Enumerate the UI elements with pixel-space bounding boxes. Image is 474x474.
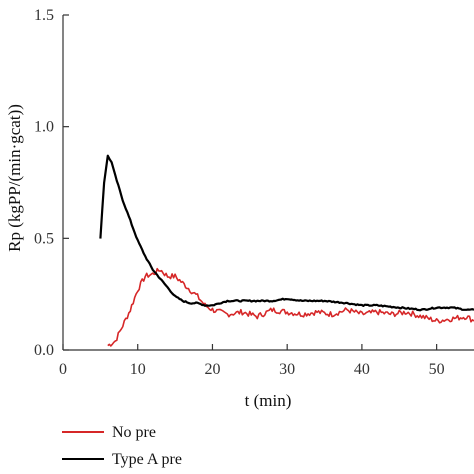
y-tick-label: 1.5 <box>34 7 54 24</box>
legend-label: Type A pre <box>112 451 182 468</box>
plot-frame <box>62 15 474 351</box>
legend: No pre Type A pre <box>62 424 182 468</box>
series-layer <box>99 154 474 347</box>
x-tick-label: 20 <box>204 361 220 378</box>
y-axis-title: Rp (kgPP/(min·gcat)) <box>5 104 24 252</box>
series-line-type-a-pre <box>99 154 474 312</box>
y-axis-ticks: 0.0 0.5 1.0 1.5 <box>34 7 69 359</box>
x-tick-label: 10 <box>130 361 146 378</box>
series-line-no-pre <box>107 267 474 347</box>
x-axis-ticks: 0 10 20 30 40 50 <box>59 344 445 378</box>
y-tick-label: 1.0 <box>34 119 54 136</box>
x-axis-title: t (min) <box>245 391 292 410</box>
x-tick-label: 40 <box>354 361 370 378</box>
y-tick-label: 0.5 <box>34 230 54 247</box>
x-tick-label: 50 <box>429 361 445 378</box>
legend-label: No pre <box>112 424 156 441</box>
x-tick-label: 30 <box>279 361 295 378</box>
y-tick-label: 0.0 <box>34 342 54 359</box>
x-tick-label: 0 <box>59 361 67 378</box>
